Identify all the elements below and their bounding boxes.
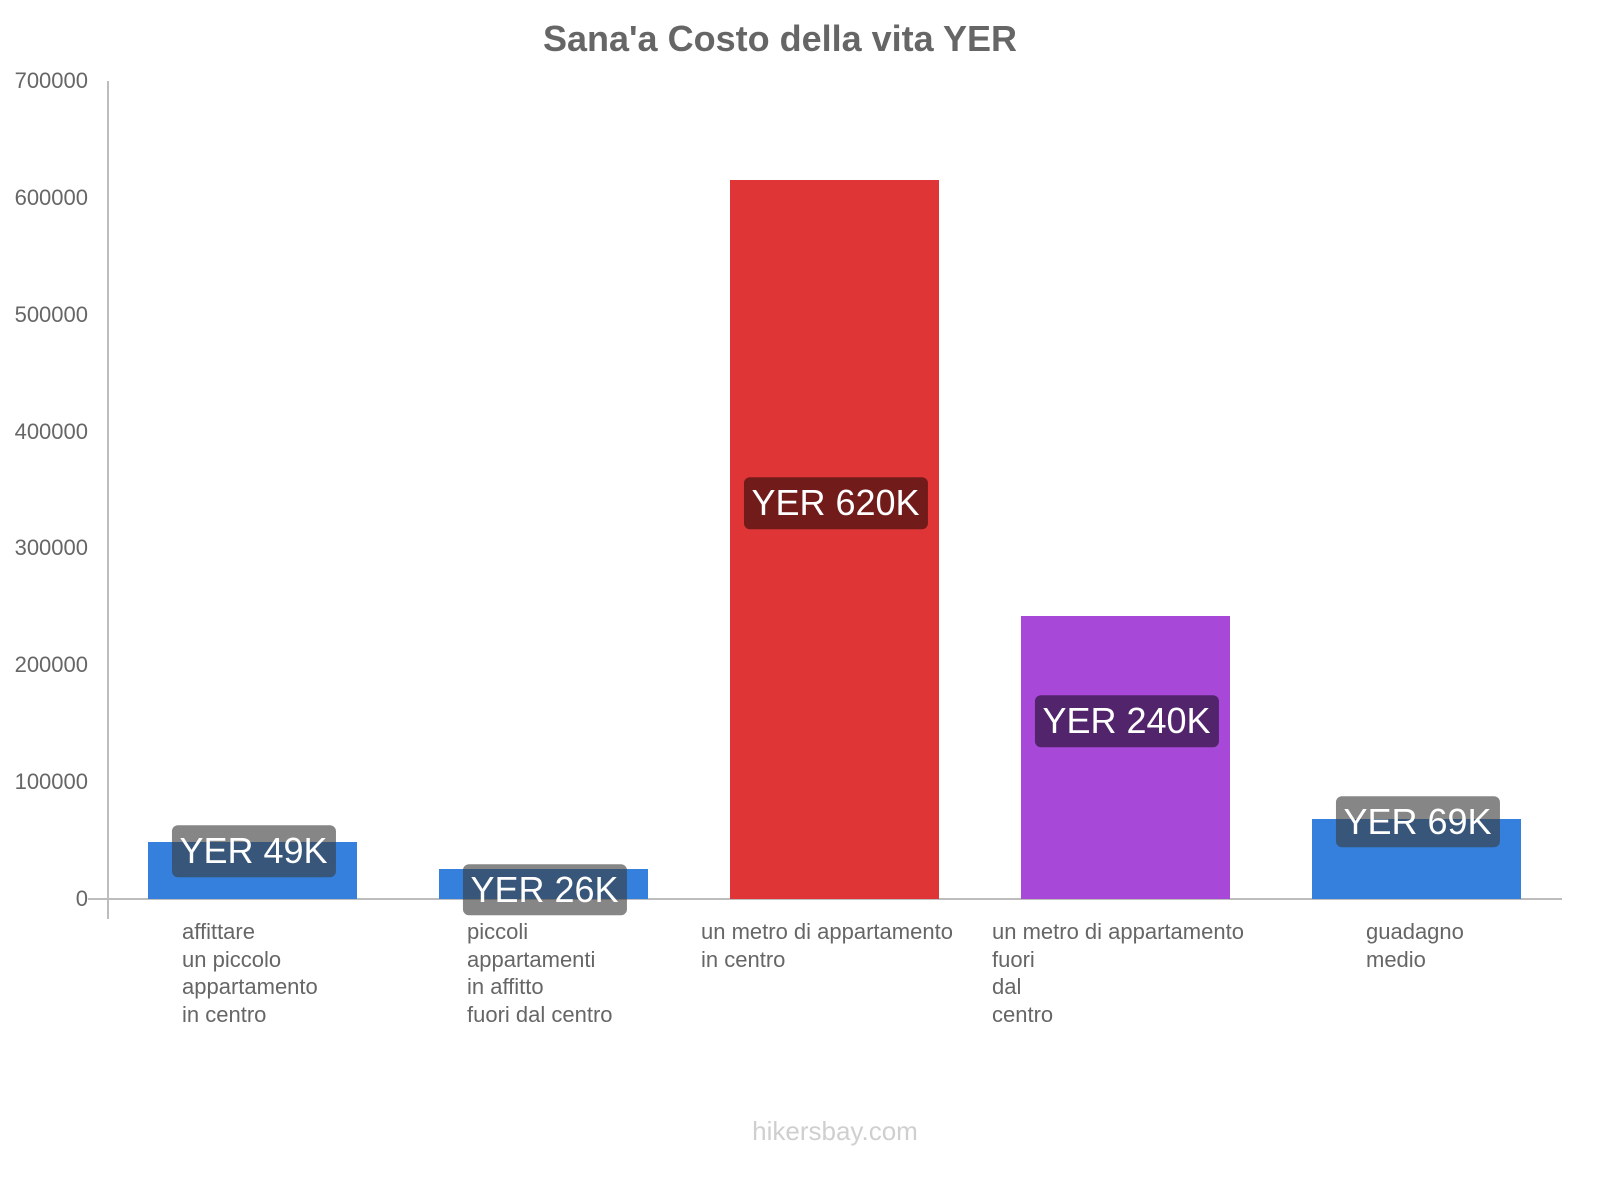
- watermark: hikersbay.com: [752, 1116, 918, 1146]
- category-label: guadagno medio: [1366, 919, 1464, 972]
- bar[interactable]: [730, 180, 939, 899]
- y-tick-label: 300000: [14, 535, 88, 561]
- y-tick-label: 700000: [14, 68, 88, 93]
- y-tick-label: 500000: [14, 301, 88, 327]
- category-label: un metro di appartamento in centro: [701, 919, 953, 972]
- y-tick-label: 0: [75, 886, 88, 911]
- value-label: YER 620K: [743, 477, 928, 530]
- y-tick-label: 200000: [14, 652, 88, 678]
- value-label: YER 69K: [1335, 796, 1500, 848]
- y-tick-label: 100000: [14, 769, 88, 795]
- category-label: piccoli appartamenti in affitto fuori da…: [467, 919, 613, 1027]
- y-axis-line: [107, 81, 109, 919]
- value-label: YER 26K: [462, 863, 627, 916]
- value-label: YER 240K: [1034, 695, 1219, 747]
- y-tick-label: 400000: [14, 418, 88, 444]
- y-tick-label: 600000: [14, 184, 88, 210]
- x-axis-line: [88, 898, 1562, 900]
- bar[interactable]: [1021, 616, 1230, 899]
- category-label: affittare un piccolo appartamento in cen…: [182, 919, 318, 1027]
- value-label: YER 49K: [171, 825, 336, 877]
- category-label: un metro di appartamento fuori dal centr…: [992, 919, 1244, 1027]
- chart-title: Sana'a Costo della vita YER: [542, 18, 1018, 59]
